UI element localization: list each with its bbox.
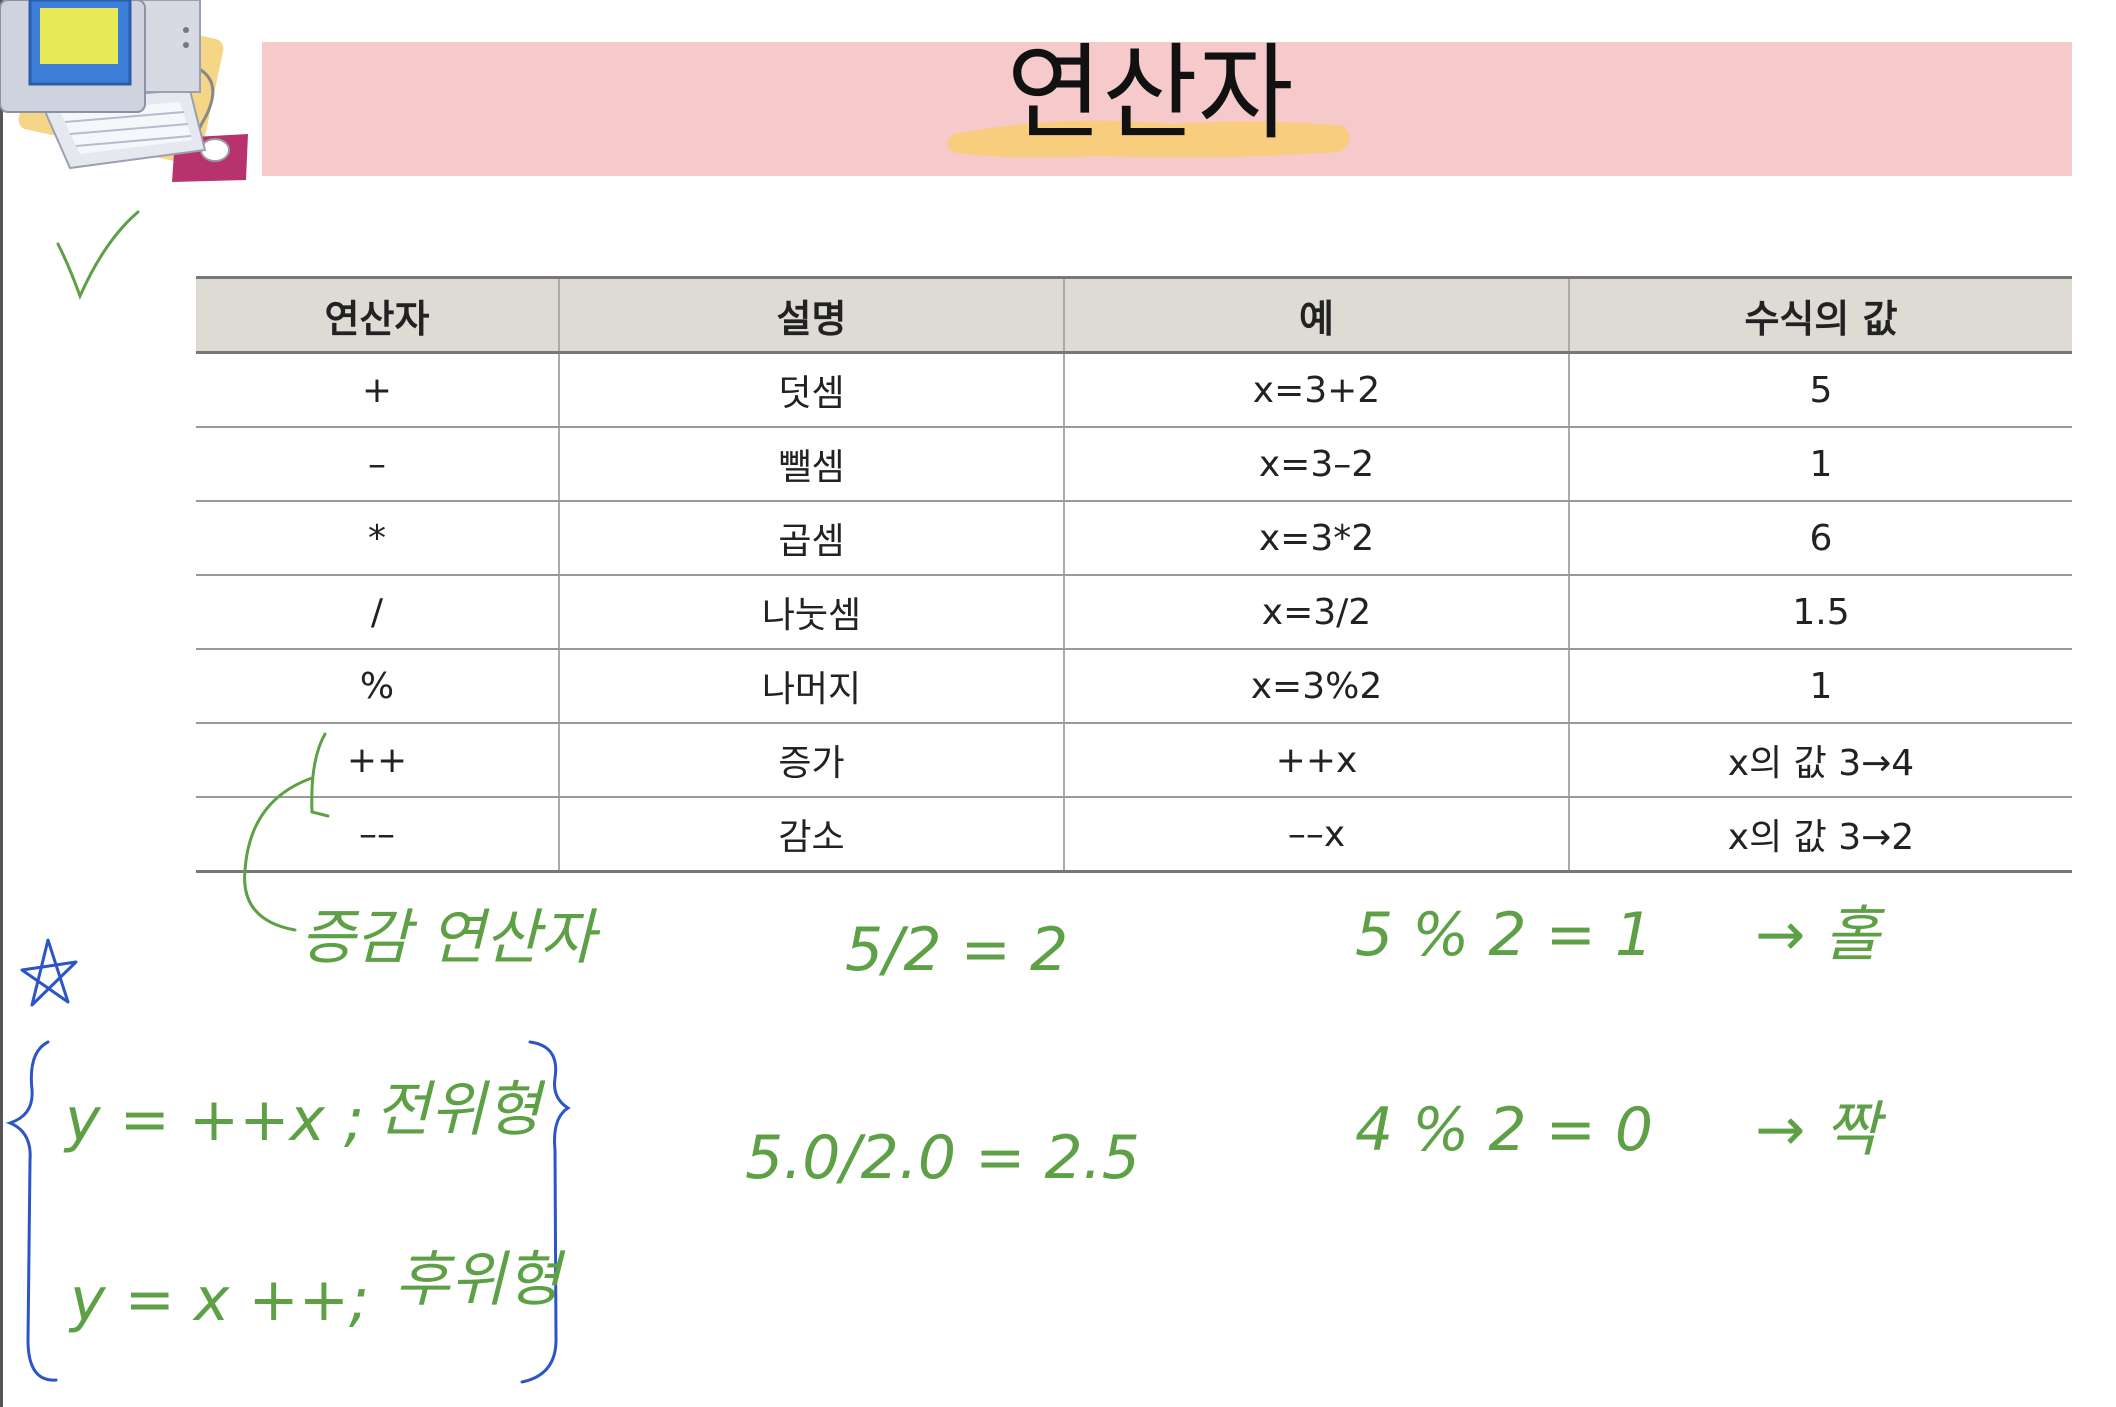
- table-row: * 곱셈 x=3*2 6: [196, 501, 2072, 576]
- page-title: 연산자: [1006, 32, 1294, 154]
- operator-cell: +: [196, 352, 560, 428]
- example-cell: ––x: [1063, 797, 1570, 873]
- column-header-description: 설명: [558, 276, 1065, 354]
- example-cell: x=3/2: [1063, 575, 1570, 650]
- prefix-label-note: 전위형: [375, 1075, 546, 1145]
- column-header-value: 수식의 값: [1568, 276, 2072, 354]
- table-row: –– 감소 ––x x의 값 3→2: [196, 797, 2072, 873]
- description-cell: 뺄셈: [558, 427, 1065, 502]
- table-row: – 뺄셈 x=3–2 1: [196, 427, 2072, 502]
- description-cell: 덧셈: [558, 352, 1065, 428]
- float-division-note: 5.0/2.0 = 2.5: [745, 1123, 1140, 1193]
- column-header-operator: 연산자: [196, 276, 560, 354]
- value-cell: 1: [1568, 427, 2072, 502]
- increment-operator-note: 증감 연산자: [300, 903, 601, 973]
- value-cell: 6: [1568, 501, 2072, 576]
- example-cell: x=3%2: [1063, 649, 1570, 724]
- left-brace-mark: [5, 1040, 58, 1382]
- odd-label-note: → 홀: [1755, 900, 1885, 970]
- computer-clipart-icon: [0, 0, 248, 182]
- title-highlight-stroke: [947, 120, 1350, 158]
- operator-cell: *: [196, 501, 560, 576]
- example-cell: x=3*2: [1063, 501, 1570, 576]
- column-header-example: 예: [1063, 276, 1570, 354]
- integer-division-note: 5/2 = 2: [845, 915, 1068, 985]
- value-cell: 5: [1568, 352, 2072, 428]
- even-label-note: → 짝: [1755, 1095, 1886, 1165]
- value-cell: x의 값 3→4: [1568, 723, 2072, 798]
- value-cell: x의 값 3→2: [1568, 797, 2072, 873]
- table-header-row: 연산자 설명 예 수식의 값: [196, 276, 2072, 354]
- value-cell: 1.5: [1568, 575, 2072, 650]
- operator-cell: %: [196, 649, 560, 724]
- table-row: % 나머지 x=3%2 1: [196, 649, 2072, 724]
- table-row: + 덧셈 x=3+2 5: [196, 352, 2072, 428]
- modulo-odd-note: 5 % 2 = 1: [1355, 900, 1653, 970]
- page-left-edge: [0, 0, 3, 1407]
- table-row: ++ 증가 ++x x의 값 3→4: [196, 723, 2072, 798]
- operator-cell: ––: [196, 797, 560, 873]
- example-cell: x=3–2: [1063, 427, 1570, 502]
- table-row: / 나눗셈 x=3/2 1.5: [196, 575, 2072, 650]
- description-cell: 증가: [558, 723, 1065, 798]
- description-cell: 나눗셈: [558, 575, 1065, 650]
- modulo-even-note: 4 % 2 = 0: [1355, 1095, 1653, 1165]
- right-brace-mark: [520, 1040, 571, 1384]
- postfix-code-note: y = x ++;: [68, 1265, 369, 1335]
- increment-bracket-mark: [243, 732, 330, 932]
- star-icon: [20, 938, 78, 1007]
- description-cell: 나머지: [558, 649, 1065, 724]
- description-cell: 곱셈: [558, 501, 1065, 576]
- operator-cell: /: [196, 575, 560, 650]
- example-cell: x=3+2: [1063, 352, 1570, 428]
- example-cell: ++x: [1063, 723, 1570, 798]
- operator-cell: –: [196, 427, 560, 502]
- value-cell: 1: [1568, 649, 2072, 724]
- operator-cell: ++: [196, 723, 560, 798]
- operators-table: 연산자 설명 예 수식의 값 + 덧셈 x=3+2 5 – 뺄셈 x=3–2 1…: [196, 276, 2072, 873]
- checkmark-icon: [56, 210, 140, 301]
- postfix-label-note: 후위형: [395, 1245, 566, 1315]
- description-cell: 감소: [558, 797, 1065, 873]
- prefix-code-note: y = ++x ;: [63, 1085, 364, 1155]
